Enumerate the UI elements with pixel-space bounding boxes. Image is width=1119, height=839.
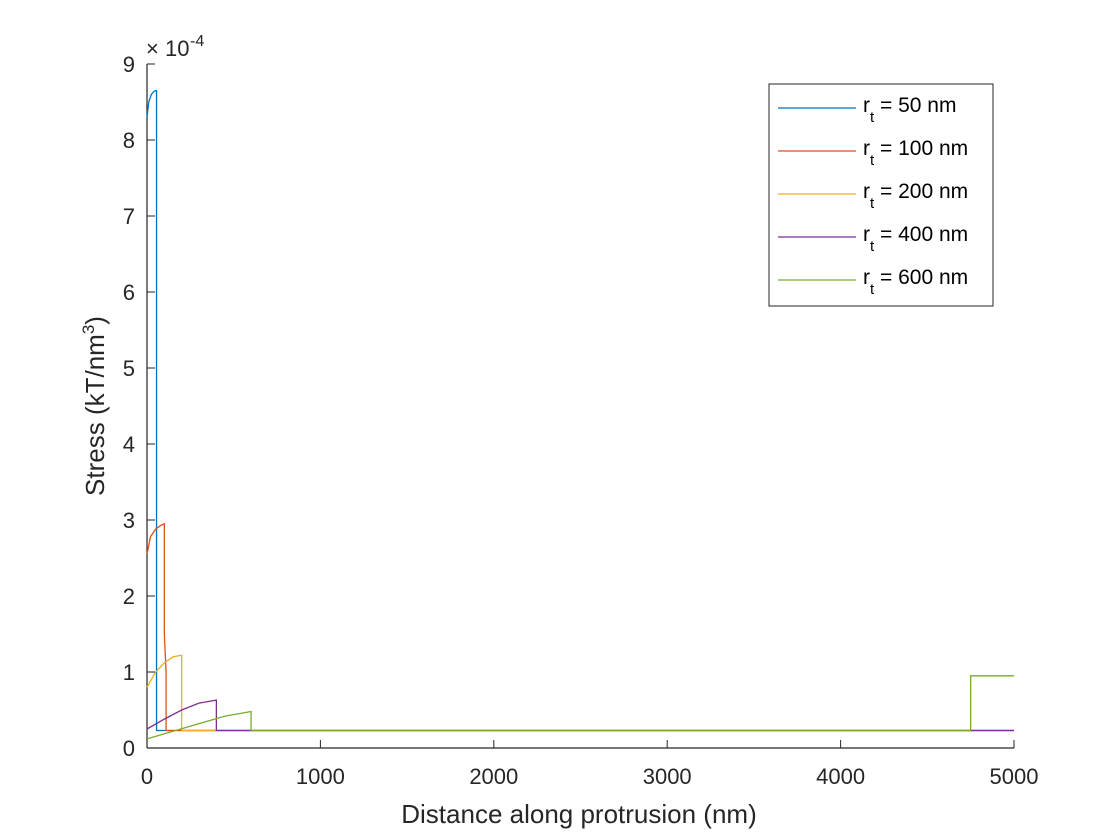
legend-label: rt = 600 nm (863, 266, 968, 298)
legend-item-rt-600: rt = 600 nm (778, 266, 968, 298)
series-line-rt-600 (146, 675, 1014, 740)
x-tick-label: 3000 (643, 764, 692, 789)
legend-item-rt-400: rt = 400 nm (778, 223, 968, 255)
legend: rt = 50 nm rt = 100 nm rt = 200 nm rt = 400… (768, 83, 994, 307)
y-tick-label: 1 (123, 660, 135, 685)
legend-label: rt = 200 nm (863, 180, 968, 212)
y-tick-label: 4 (123, 432, 135, 457)
x-axis-label: Distance along protrusion (nm) (401, 799, 757, 829)
y-tick-label: 7 (123, 204, 135, 229)
series-line-rt-400 (146, 699, 1014, 732)
y-tick-label: 6 (123, 280, 135, 305)
legend-label: rt = 100 nm (863, 137, 968, 169)
y-multiplier: × 10 -4 (146, 33, 204, 61)
legend-items: rt = 50 nm rt = 100 nm rt = 200 nm rt = 400… (778, 94, 968, 298)
y-tick-label: 9 (123, 52, 135, 77)
x-tick-label: 4000 (816, 764, 865, 789)
series-layer (146, 89, 1014, 740)
legend-label: rt = 400 nm (863, 223, 968, 255)
y-axis-label-main: Stress (kT/nm (80, 334, 110, 496)
y-tick-label: 2 (123, 584, 135, 609)
y-axis-label-close: ) (80, 316, 110, 325)
y-multiplier-times: × (146, 36, 159, 61)
series-line-rt-100 (146, 522, 1014, 732)
series-line-rt-200 (146, 654, 1014, 732)
y-tick-label: 0 (123, 736, 135, 761)
legend-item-rt-100: rt = 100 nm (778, 137, 968, 169)
x-tick-label: 1000 (296, 764, 345, 789)
x-tick-label: 5000 (990, 764, 1039, 789)
legend-label: rt = 50 nm (863, 94, 956, 126)
x-tick-label: 2000 (469, 764, 518, 789)
y-multiplier-base: 10 (165, 36, 189, 61)
y-axis-label: Stress (kT/nm3) (79, 316, 110, 496)
x-tick-label: 0 (141, 764, 153, 789)
legend-item-rt-200: rt = 200 nm (778, 180, 968, 212)
series-line-rt-50 (146, 89, 1014, 732)
y-tick-label: 3 (123, 508, 135, 533)
plot-area: 0 1000 2000 3000 4000 5000 0 1 2 3 4 5 6 7 8 9 (123, 52, 1039, 789)
legend-box (768, 83, 994, 307)
ticks-layer: 0 1000 2000 3000 4000 5000 0 1 2 3 4 5 6 7 8 9 (123, 52, 1039, 789)
y-tick-label: 5 (123, 356, 135, 381)
y-tick-label: 8 (123, 128, 135, 153)
legend-item-rt-50: rt = 50 nm (778, 94, 956, 126)
y-multiplier-exponent: -4 (190, 33, 204, 50)
y-axis-label-sup: 3 (79, 325, 98, 334)
